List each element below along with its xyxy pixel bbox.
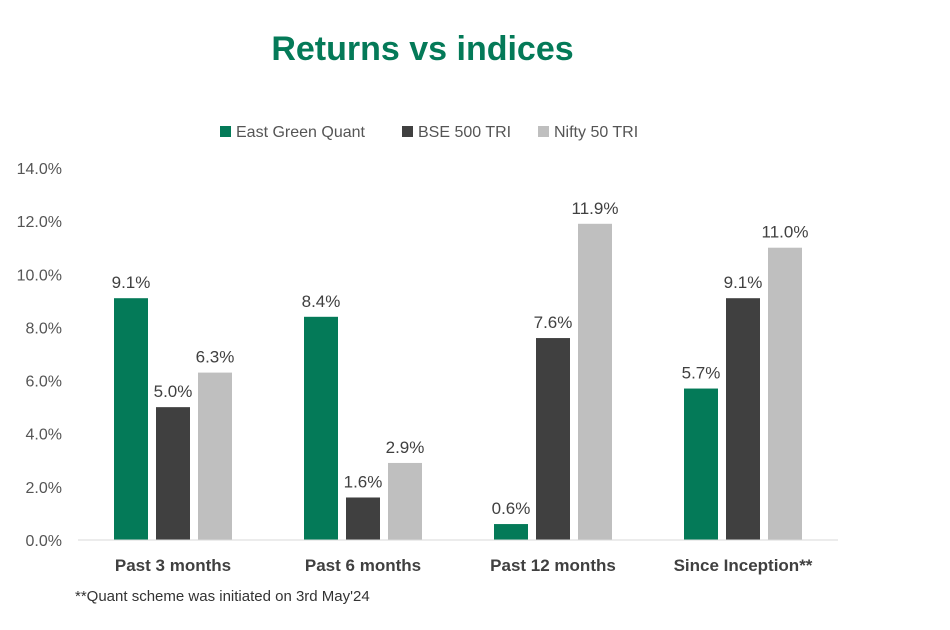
bar-east-green-quant (114, 298, 148, 540)
x-axis: Past 3 months Past 6 months Past 12 months… (78, 539, 838, 575)
x-category-label: Past 6 months (305, 556, 421, 575)
data-label: 5.7% (682, 364, 721, 383)
bars: 9.1% 5.0%6.3% 8.4% 1.6%2.9% 0.6% 7.6% 11.9% 5.7… (112, 199, 809, 541)
y-tick-label: 10.0% (17, 267, 62, 284)
data-label: 6.3% (196, 348, 235, 367)
y-tick-label: 8.0% (26, 320, 62, 337)
bar-nifty-50-tri (198, 372, 232, 540)
x-category-label: Since Inception** (674, 556, 813, 575)
y-tick-label: 14.0% (17, 161, 62, 178)
data-label: 9.1% (112, 273, 151, 292)
data-label: 11.0% (762, 223, 809, 242)
legend: East Green Quant BSE 500 TRI Nifty 50 TRI (220, 124, 638, 141)
legend-label: BSE 500 TRI (418, 124, 511, 141)
y-axis: 0.0% 2.0% 4.0% 6.0% 8.0% 10.0% 12.0% 14.0% (17, 161, 62, 550)
x-category-label: Past 3 months (115, 556, 231, 575)
bar-nifty-50-tri (388, 462, 422, 540)
footnote: **Quant scheme was initiated on 3rd May'… (75, 588, 370, 605)
y-tick-label: 12.0% (17, 214, 62, 231)
legend-label: Nifty 50 TRI (554, 124, 638, 141)
data-label: 2.9% (386, 438, 425, 457)
bar-nifty-50-tri (578, 223, 612, 541)
bar-bse-500-tri (346, 497, 380, 540)
y-tick-label: 0.0% (26, 533, 62, 550)
bar-bse-500-tri (156, 407, 190, 540)
data-label: 7.6% (534, 313, 573, 332)
x-category-label: Past 12 months (490, 556, 616, 575)
y-tick-label: 2.0% (26, 480, 62, 497)
chart-title: Returns vs indices (271, 30, 574, 68)
bar-east-green-quant (494, 524, 528, 540)
bar-east-green-quant (684, 388, 718, 540)
data-label: 9.1% (724, 273, 763, 292)
bar-bse-500-tri (536, 338, 570, 540)
y-tick-label: 6.0% (26, 374, 62, 391)
data-label: 8.4% (302, 292, 341, 311)
bar-east-green-quant (304, 316, 338, 540)
bar-nifty-50-tri (768, 247, 802, 540)
data-label: 5.0% (154, 382, 193, 401)
legend-swatch (220, 126, 231, 137)
y-tick-label: 4.0% (26, 427, 62, 444)
data-label: 1.6% (344, 472, 383, 491)
legend-swatch (402, 126, 413, 137)
legend-swatch (538, 126, 549, 137)
data-label: 11.9% (572, 199, 619, 218)
legend-label: East Green Quant (236, 124, 366, 141)
data-label: 0.6% (492, 499, 531, 518)
bar-bse-500-tri (726, 298, 760, 540)
